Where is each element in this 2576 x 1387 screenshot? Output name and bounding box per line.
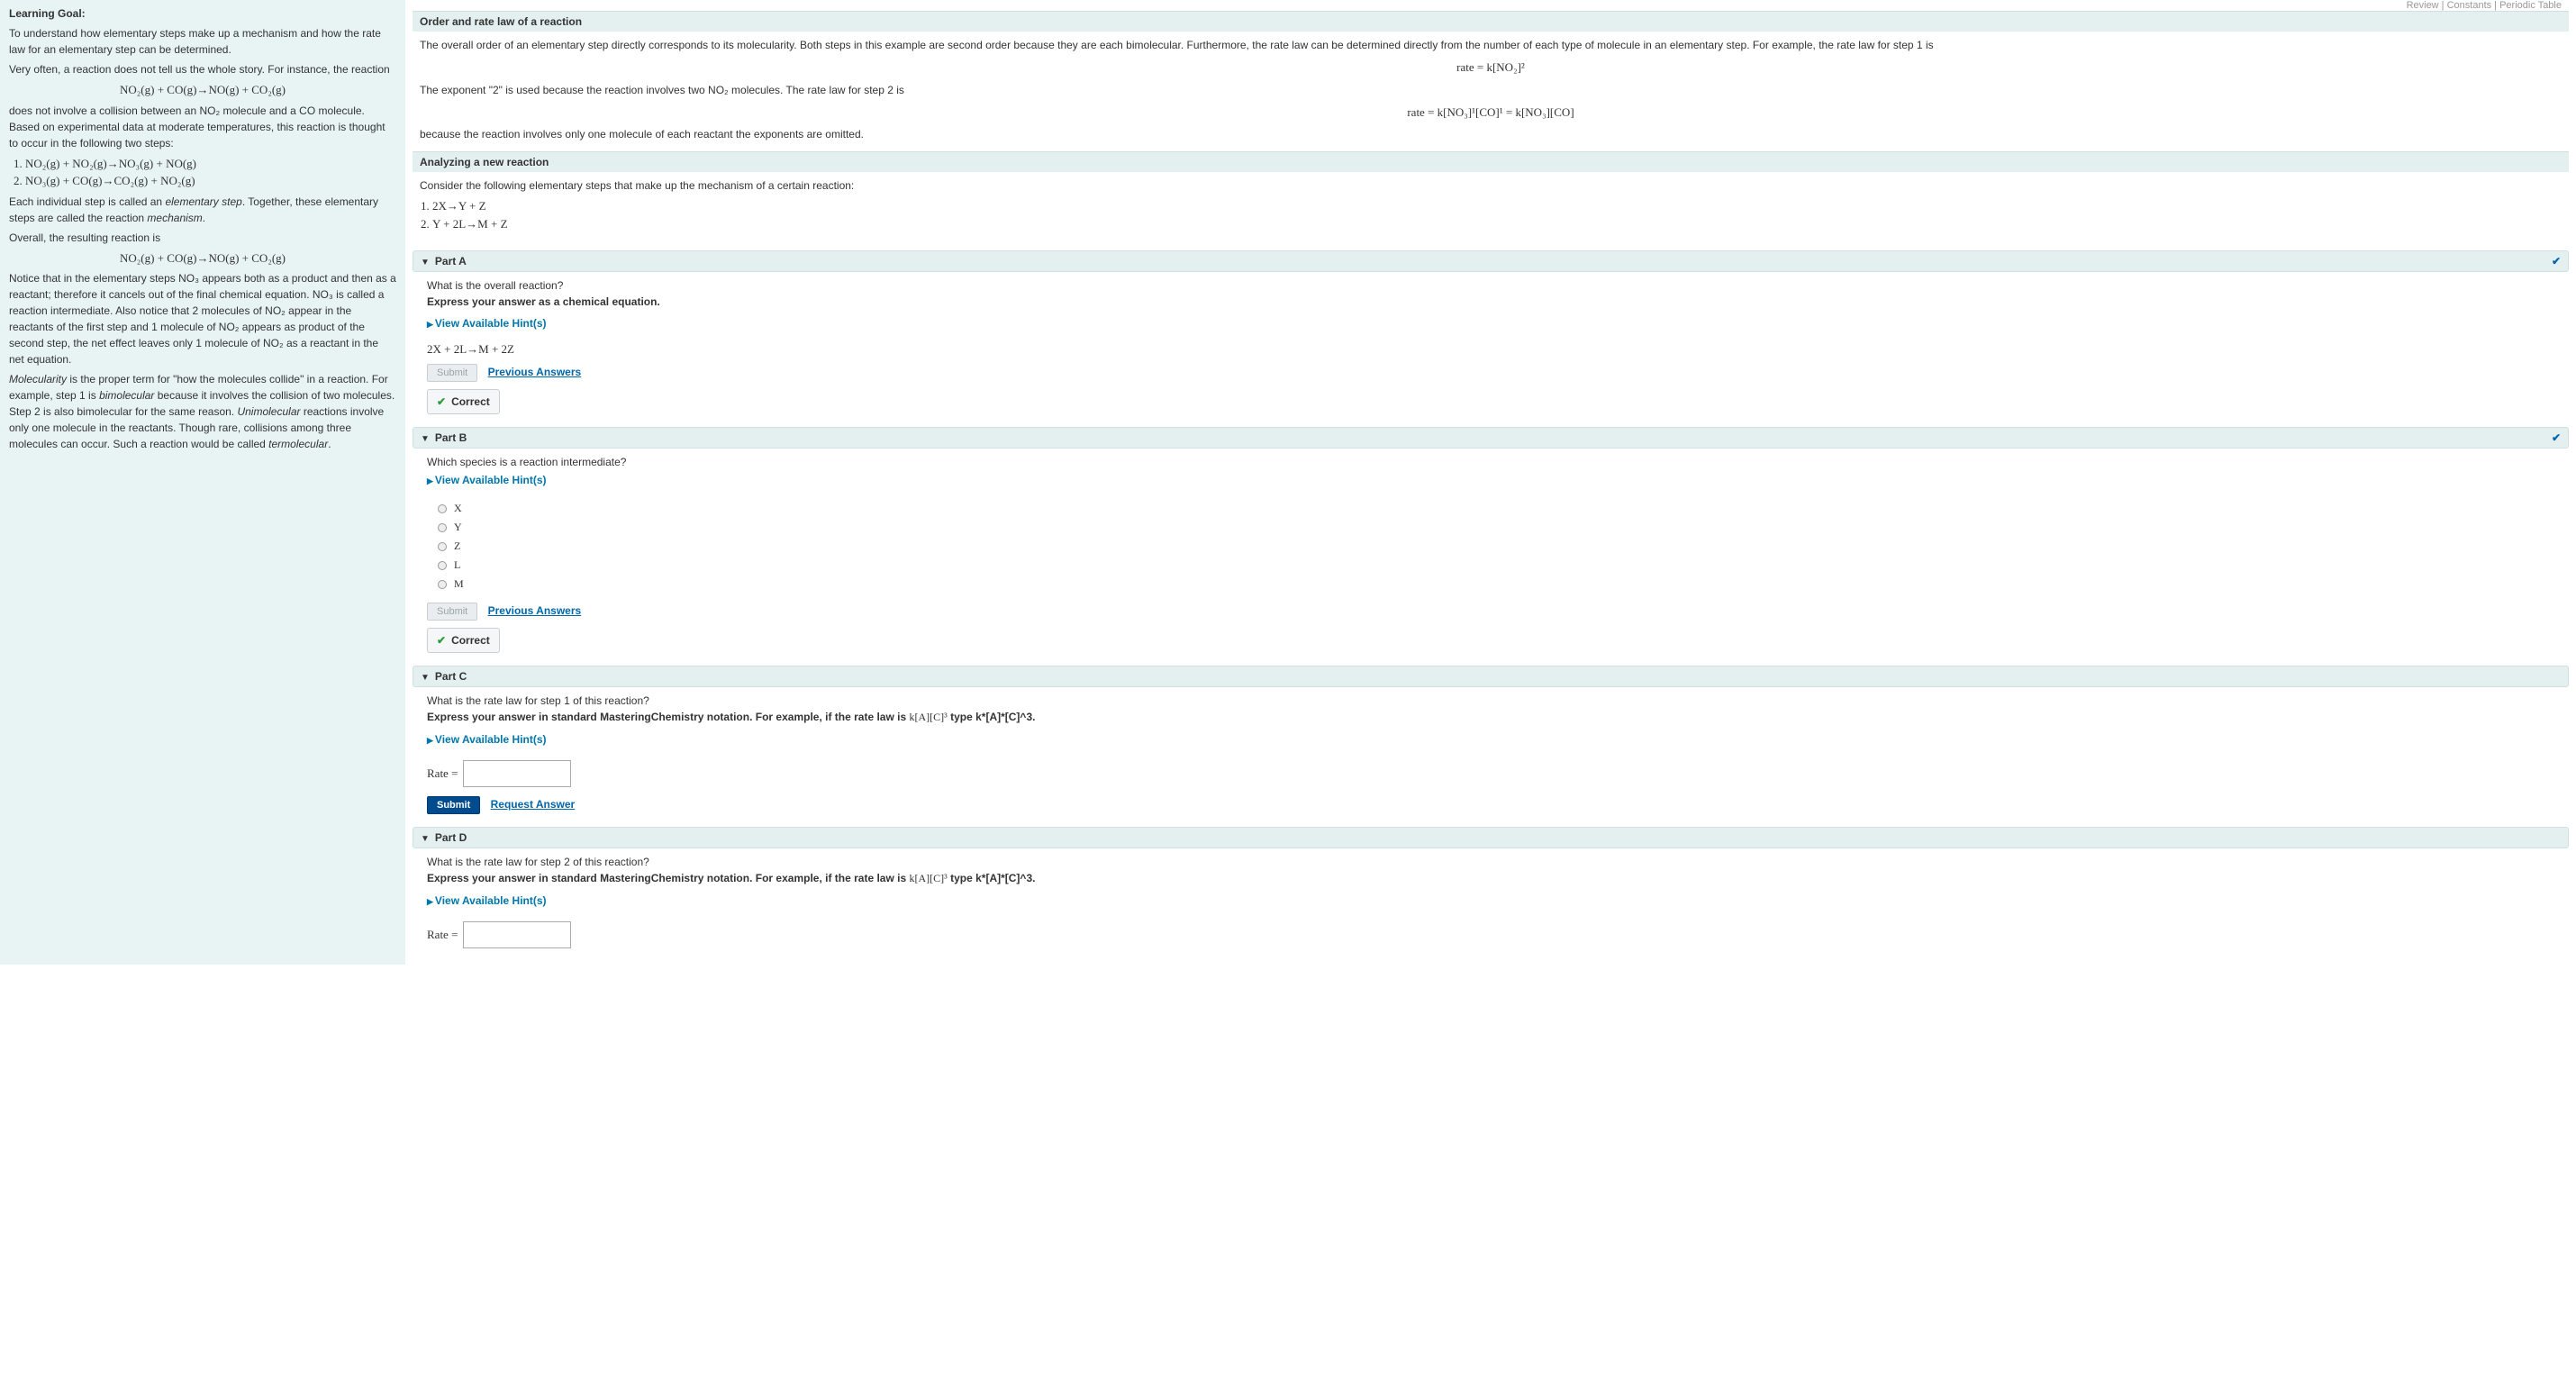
order-eq1: rate = k[NO₂]² [420, 59, 2562, 77]
learning-goal-panel: Learning Goal: To understand how element… [0, 0, 405, 965]
lg-step-1: NO₂(g) + NO₂(g)→NO₃(g) + NO(g) [25, 155, 396, 173]
rate-label: Rate = [427, 928, 458, 942]
analyze-step-2: Y + 2L→M + Z [432, 215, 2562, 233]
analyze-intro: Consider the following elementary steps … [420, 177, 2562, 194]
lg-eq2: NO₂(g) + CO(g)→NO(g) + CO₂(g) [9, 249, 396, 267]
order-p3: because the reaction involves only one m… [420, 126, 2562, 142]
option-l[interactable]: L [438, 556, 2554, 575]
part-a-answer: 2X + 2L→M + 2Z [427, 342, 2554, 357]
radio-icon [438, 542, 447, 551]
collapse-icon: ▼ [421, 834, 430, 844]
radio-icon [438, 561, 447, 570]
option-x[interactable]: X [438, 499, 2554, 518]
part-b-body: Which species is a reaction intermediate… [413, 449, 2569, 660]
check-icon: ✔ [437, 634, 446, 647]
part-c-buttons: Submit Request Answer [427, 796, 2554, 814]
option-y[interactable]: Y [438, 518, 2554, 537]
learning-goal-title: Learning Goal: [9, 5, 396, 22]
collapse-icon: ▼ [421, 434, 430, 444]
analyze-step-1: 2X→Y + Z [432, 197, 2562, 215]
part-d-rate-input[interactable] [463, 921, 571, 948]
lg-p3: Each individual step is called an elemen… [9, 194, 396, 226]
part-d-title: Part D [435, 831, 467, 844]
part-d-input-row: Rate = [427, 921, 2554, 948]
part-b-options: X Y Z L M [438, 499, 2554, 594]
arrow-icon: ▶ [427, 320, 433, 329]
collapse-icon: ▼ [421, 673, 430, 683]
part-b-header[interactable]: ▼ Part B ✔ [413, 427, 2569, 449]
lg-p6: Molecularity is the proper term for "how… [9, 371, 396, 452]
part-c-submit-button[interactable]: Submit [427, 796, 480, 814]
part-d-instruction: Express your answer in standard Masterin… [427, 872, 2554, 885]
option-z[interactable]: Z [438, 537, 2554, 556]
option-m[interactable]: M [438, 575, 2554, 594]
order-section-header: Order and rate law of a reaction [413, 11, 2569, 32]
part-c-instruction: Express your answer in standard Masterin… [427, 711, 2554, 724]
part-b-prev-answers-link[interactable]: Previous Answers [488, 604, 582, 617]
learning-goal-intro: To understand how elementary steps make … [9, 25, 396, 58]
part-a-title: Part A [435, 255, 467, 267]
part-d-header[interactable]: ▼ Part D [413, 827, 2569, 848]
check-icon: ✔ [2552, 431, 2561, 444]
arrow-icon: ▶ [427, 476, 433, 485]
part-c-hints[interactable]: ▶View Available Hint(s) [427, 733, 547, 746]
part-a-submit-button: Submit [427, 364, 477, 382]
part-d-hints[interactable]: ▶View Available Hint(s) [427, 894, 547, 907]
part-d-body: What is the rate law for step 2 of this … [413, 848, 2569, 965]
part-b-submit-button: Submit [427, 603, 477, 621]
check-icon: ✔ [437, 395, 446, 408]
part-a-correct: ✔ Correct [427, 389, 500, 414]
part-d-question: What is the rate law for step 2 of this … [427, 856, 2554, 868]
order-section-body: The overall order of an elementary step … [413, 32, 2569, 151]
part-c-body: What is the rate law for step 1 of this … [413, 687, 2569, 821]
rate-label: Rate = [427, 766, 458, 781]
part-a-body: What is the overall reaction? Express yo… [413, 272, 2569, 422]
order-p1: The overall order of an elementary step … [420, 37, 2562, 53]
part-a-instruction: Express your answer as a chemical equati… [427, 295, 2554, 308]
check-icon: ✔ [2552, 255, 2561, 267]
part-b-buttons: Submit Previous Answers [427, 603, 2554, 621]
order-p2: The exponent "2" is used because the rea… [420, 82, 2562, 98]
part-c-rate-input[interactable] [463, 760, 571, 787]
analyze-steps: 2X→Y + Z Y + 2L→M + Z [420, 197, 2562, 232]
radio-icon [438, 523, 447, 532]
part-b-correct: ✔ Correct [427, 628, 500, 653]
arrow-icon: ▶ [427, 736, 433, 745]
main-content: Review | Constants | Periodic Table Orde… [405, 0, 2576, 965]
radio-icon [438, 504, 447, 513]
arrow-icon: ▶ [427, 897, 433, 906]
part-a-prev-answers-link[interactable]: Previous Answers [488, 366, 582, 378]
analyze-section-header: Analyzing a new reaction [413, 151, 2569, 172]
part-c-question: What is the rate law for step 1 of this … [427, 694, 2554, 707]
collapse-icon: ▼ [421, 258, 430, 267]
part-a-hints[interactable]: ▶View Available Hint(s) [427, 317, 547, 330]
top-links[interactable]: Review | Constants | Periodic Table [413, 0, 2569, 11]
lg-p2: does not involve a collision between an … [9, 103, 396, 151]
analyze-section-body: Consider the following elementary steps … [413, 172, 2569, 245]
part-a-header[interactable]: ▼ Part A ✔ [413, 250, 2569, 272]
part-b-hints[interactable]: ▶View Available Hint(s) [427, 474, 547, 486]
radio-icon [438, 580, 447, 589]
part-a-buttons: Submit Previous Answers [427, 364, 2554, 382]
part-b-title: Part B [435, 431, 467, 444]
lg-step-2: NO₃(g) + CO(g)→CO₂(g) + NO₂(g) [25, 172, 396, 190]
lg-p1: Very often, a reaction does not tell us … [9, 61, 396, 77]
part-c-title: Part C [435, 670, 467, 683]
part-c-request-answer-link[interactable]: Request Answer [491, 798, 576, 811]
lg-p5: Notice that in the elementary steps NO₃ … [9, 270, 396, 367]
lg-p4: Overall, the resulting reaction is [9, 230, 396, 246]
lg-eq1: NO₂(g) + CO(g)→NO(g) + CO₂(g) [9, 81, 396, 99]
lg-steps: NO₂(g) + NO₂(g)→NO₃(g) + NO(g) NO₃(g) + … [9, 155, 396, 190]
part-b-question: Which species is a reaction intermediate… [427, 456, 2554, 468]
part-c-header[interactable]: ▼ Part C [413, 666, 2569, 687]
part-c-input-row: Rate = [427, 760, 2554, 787]
part-a-question: What is the overall reaction? [427, 279, 2554, 292]
order-eq2: rate = k[NO₃]¹[CO]¹ = k[NO₃][CO] [420, 104, 2562, 122]
